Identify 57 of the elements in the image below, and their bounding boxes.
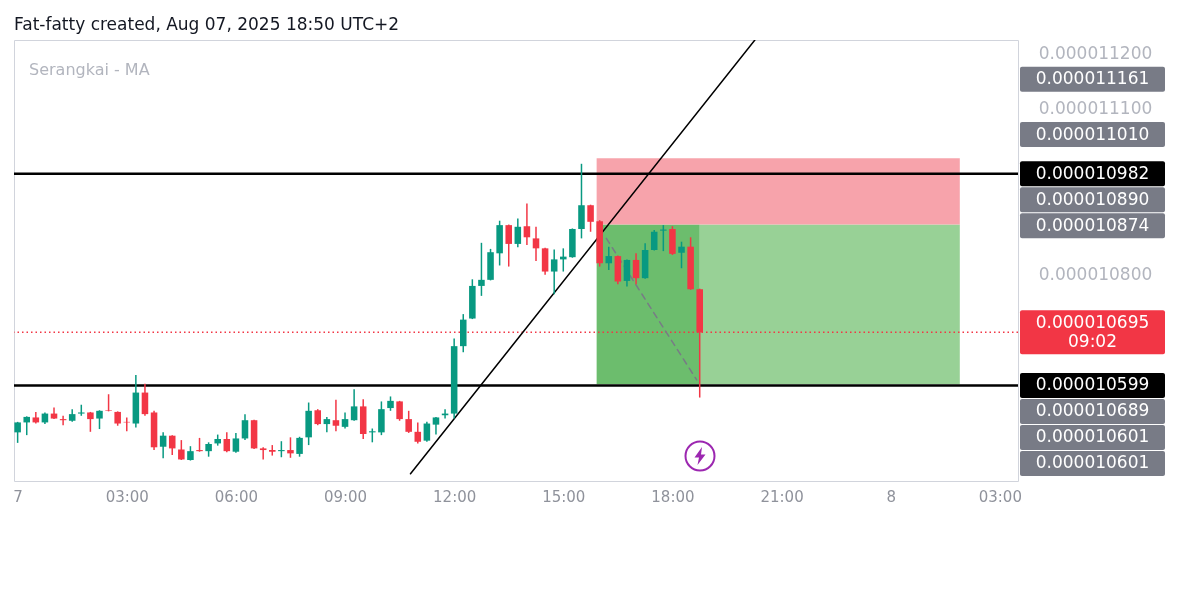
candlestick bbox=[414, 421, 422, 445]
candlestick bbox=[378, 400, 385, 436]
candlestick bbox=[650, 229, 658, 252]
candlestick bbox=[223, 431, 231, 454]
x-tick-label: 18:00 bbox=[651, 487, 695, 506]
candlestick bbox=[578, 163, 585, 240]
candlestick bbox=[332, 399, 340, 433]
candlestick bbox=[505, 223, 512, 268]
candlestick bbox=[587, 203, 594, 233]
text: Serangkai - MA bbox=[29, 60, 150, 79]
y-tick-label: 0.000011100 bbox=[1038, 98, 1153, 119]
candlestick bbox=[178, 439, 185, 461]
candlestick bbox=[678, 240, 685, 269]
candlestick bbox=[232, 432, 240, 454]
candlestick bbox=[96, 409, 103, 430]
x-tick-label: 09:00 bbox=[323, 487, 368, 506]
x-tick-label: 15:00 bbox=[542, 487, 586, 506]
candlestick bbox=[405, 410, 412, 434]
y-tick-label: 0.000010800 bbox=[1038, 263, 1153, 284]
candlestick bbox=[550, 248, 558, 295]
ref-line-label: 0.000010599 bbox=[1035, 374, 1150, 395]
candlestick bbox=[532, 226, 540, 262]
x-tick-label: 21:00 bbox=[760, 487, 804, 506]
text: 0.000010890 bbox=[1035, 188, 1150, 209]
ref-line-label: 0.000010695 09:02 bbox=[1035, 311, 1150, 351]
x-tick-label: 8 bbox=[886, 487, 896, 506]
candlestick bbox=[660, 224, 667, 252]
candlestick bbox=[423, 421, 431, 443]
candlestick bbox=[623, 258, 631, 288]
candlestick bbox=[159, 431, 167, 460]
candlestick bbox=[23, 415, 31, 436]
y-tick-label: 0.000011200 bbox=[1038, 42, 1153, 63]
candlestick bbox=[605, 245, 613, 271]
candlestick bbox=[514, 217, 522, 248]
text: 0.000010874 bbox=[1035, 214, 1150, 235]
candlestick bbox=[241, 413, 249, 441]
candlestick bbox=[478, 242, 485, 297]
candlestick bbox=[287, 436, 294, 459]
ref-line-label: 0.000010982 bbox=[1035, 162, 1150, 183]
candlestick bbox=[541, 247, 549, 276]
candlestick bbox=[296, 436, 303, 458]
x-tick-label: 03:00 bbox=[978, 487, 1022, 506]
text: 0.000011010 bbox=[1035, 123, 1150, 144]
x-tick-label: 06:00 bbox=[214, 487, 259, 506]
candlestick bbox=[259, 446, 267, 461]
x-tick-label: 03:00 bbox=[105, 487, 149, 506]
text: 0.000010601 bbox=[1035, 452, 1150, 473]
candlestick bbox=[350, 388, 358, 422]
candlestick bbox=[168, 434, 176, 456]
x-tick-label: 12:00 bbox=[433, 487, 477, 506]
x-tick-label: 7 bbox=[13, 487, 23, 506]
candlestick bbox=[632, 252, 640, 286]
text: 0.000010689 bbox=[1035, 400, 1150, 421]
text: 0.000010601 bbox=[1035, 426, 1150, 447]
text: 0.000011161 bbox=[1035, 68, 1150, 89]
candlestick bbox=[523, 202, 531, 246]
chart-title: Fat-fatty created, Aug 07, 2025 18:50 UTC+2 bbox=[14, 14, 400, 34]
